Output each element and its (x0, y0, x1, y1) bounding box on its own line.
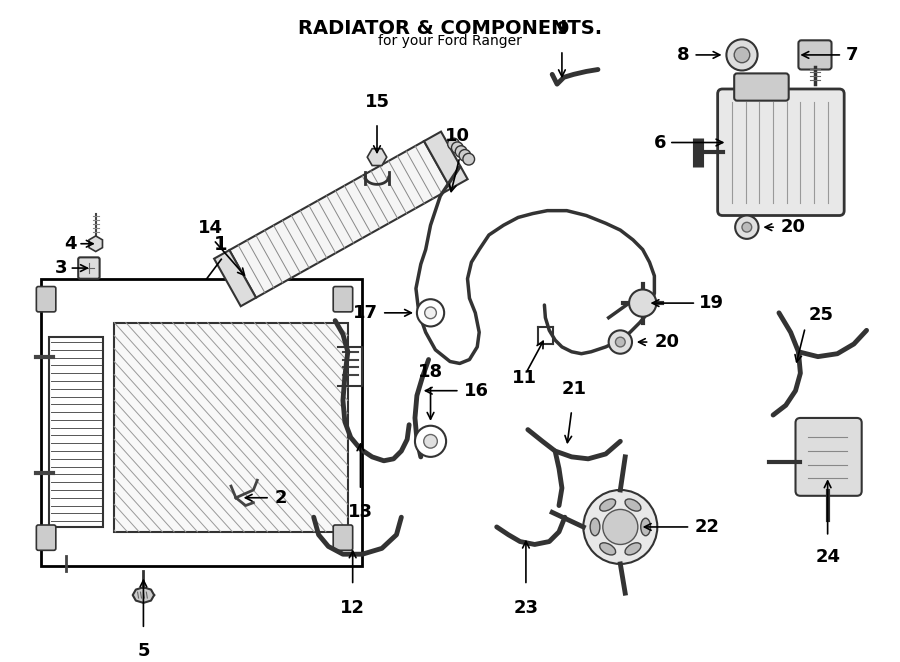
Circle shape (459, 150, 471, 162)
Text: 25: 25 (808, 306, 833, 324)
Text: 22: 22 (694, 518, 719, 536)
Ellipse shape (625, 543, 641, 555)
Polygon shape (230, 141, 451, 298)
Circle shape (742, 222, 751, 232)
FancyBboxPatch shape (734, 73, 788, 101)
Ellipse shape (641, 518, 651, 536)
Circle shape (583, 490, 657, 564)
FancyBboxPatch shape (333, 287, 353, 312)
Circle shape (603, 510, 638, 544)
Text: 9: 9 (555, 21, 568, 38)
Text: for your Ford Ranger: for your Ford Ranger (378, 34, 522, 48)
FancyBboxPatch shape (78, 258, 100, 279)
Bar (49, 337, 103, 527)
Circle shape (463, 154, 474, 165)
Circle shape (447, 138, 459, 150)
Text: 14: 14 (198, 219, 223, 237)
FancyBboxPatch shape (717, 89, 844, 216)
Text: 6: 6 (653, 134, 666, 152)
Circle shape (424, 434, 437, 448)
Text: 21: 21 (562, 381, 587, 399)
Ellipse shape (625, 499, 641, 511)
FancyBboxPatch shape (796, 418, 861, 496)
Polygon shape (132, 587, 154, 603)
Circle shape (417, 299, 445, 326)
FancyBboxPatch shape (798, 40, 832, 70)
Polygon shape (214, 250, 256, 307)
Text: 17: 17 (353, 304, 378, 322)
Text: 3: 3 (55, 259, 68, 277)
Text: 18: 18 (418, 363, 443, 381)
Text: 10: 10 (446, 127, 471, 146)
Text: 8: 8 (677, 46, 689, 64)
Text: 5: 5 (137, 641, 149, 660)
Text: 7: 7 (846, 46, 859, 64)
FancyBboxPatch shape (333, 525, 353, 550)
Bar (114, 322, 347, 532)
Text: 20: 20 (781, 218, 806, 236)
Text: 13: 13 (348, 502, 373, 520)
Circle shape (734, 47, 750, 63)
Circle shape (608, 330, 632, 354)
Bar (41, 279, 363, 566)
Text: 15: 15 (364, 93, 390, 111)
Circle shape (455, 146, 467, 158)
Circle shape (726, 39, 758, 70)
Circle shape (735, 216, 759, 239)
Circle shape (425, 307, 436, 318)
Text: 4: 4 (64, 235, 76, 253)
Text: 11: 11 (511, 369, 536, 387)
FancyBboxPatch shape (36, 287, 56, 312)
Text: 24: 24 (815, 548, 840, 567)
Ellipse shape (590, 518, 600, 536)
FancyBboxPatch shape (36, 525, 56, 550)
Ellipse shape (599, 543, 616, 555)
Text: 2: 2 (274, 489, 287, 506)
Circle shape (452, 142, 464, 154)
Ellipse shape (599, 499, 616, 511)
Circle shape (415, 426, 446, 457)
Text: 20: 20 (654, 333, 680, 351)
Polygon shape (424, 132, 468, 189)
Text: 12: 12 (340, 599, 365, 617)
Text: 16: 16 (464, 382, 489, 400)
Text: 19: 19 (699, 294, 725, 312)
Circle shape (616, 337, 625, 347)
Text: RADIATOR & COMPONENTS.: RADIATOR & COMPONENTS. (298, 19, 602, 38)
Text: 23: 23 (513, 599, 538, 617)
Circle shape (629, 289, 656, 316)
Text: 1: 1 (213, 236, 227, 254)
